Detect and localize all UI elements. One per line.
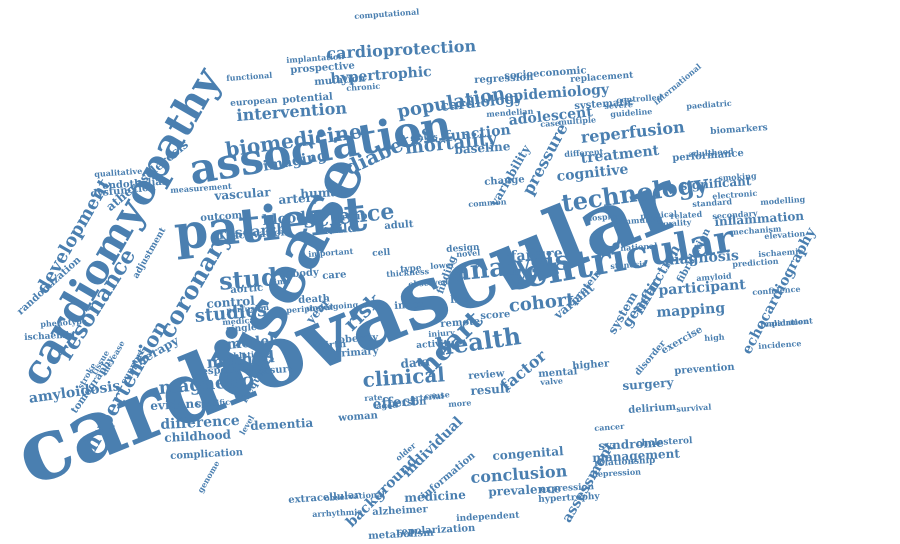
word: computational [353,6,420,21]
word: more [447,397,472,409]
word: observed [407,276,449,289]
word: metabolism [367,527,434,542]
word: high [703,331,725,343]
word: specific [195,396,231,409]
word: childhood [163,427,232,445]
word: functional [225,69,273,83]
word: life [449,293,469,306]
word: delirium [627,401,677,416]
word: complication [169,447,244,462]
word: elevation [763,228,806,241]
word: alzheimer [371,504,429,518]
word: standard [691,196,733,209]
word: blood [261,209,307,229]
word: exercise [659,324,705,357]
word: arterial [409,390,445,403]
word: modelling [759,193,806,207]
word: status [409,131,438,143]
word: genome [195,458,222,495]
word: valve [539,375,564,387]
word: medical [221,314,258,327]
word: disorder [633,338,669,378]
word: child [321,220,357,237]
word: cholesterol [635,436,693,449]
word: amyloid [695,270,732,283]
word: biomarkers [709,122,769,137]
word: dementia [249,415,314,433]
word: relationship [593,455,656,469]
word: time [269,275,291,287]
word: mapping [655,300,726,321]
word: perfusion [225,302,270,315]
word: smoking [717,170,757,183]
word: cardioprotection [325,36,477,63]
word: incidence [757,337,802,351]
word: surgery [621,375,674,393]
word: thickness [385,266,430,279]
word: artery [277,190,320,207]
word: national [619,240,658,253]
word: depression [591,466,642,479]
word: body [291,267,320,280]
word: confidence [751,283,801,297]
word: care [321,269,347,282]
word: lower [429,259,456,271]
word: validation [763,315,810,329]
word: prediction [731,255,779,269]
word: score [479,308,511,322]
word: failure [509,245,564,265]
word: data [399,354,431,371]
word: higher [571,358,610,372]
word: prevention [673,361,735,377]
word: adult [383,218,414,232]
word: related [669,208,703,221]
word: important [307,245,354,259]
word: ischaemic [757,245,804,259]
word: congenital [491,444,564,463]
word: woman [337,410,379,424]
word: independent [455,510,520,524]
word: secondary [711,207,758,221]
word: injury [427,327,456,339]
word: paediatric [685,97,733,111]
word: ablation [227,348,266,361]
word: chronic [345,80,381,93]
word: index [393,298,426,312]
word: arrhythmia [311,506,363,519]
word: cancer [593,420,625,433]
word: different [563,146,604,159]
word: result [469,381,511,398]
word: survival [675,401,712,414]
word: case [539,117,561,129]
word: hypertrophy [537,491,600,505]
word: severe [603,99,634,111]
word: multiple [557,114,597,127]
word: cell [371,247,391,259]
word: stenosis [609,258,648,271]
word: aged [375,399,399,411]
word: regression [473,71,534,86]
word: baseline [453,139,511,157]
